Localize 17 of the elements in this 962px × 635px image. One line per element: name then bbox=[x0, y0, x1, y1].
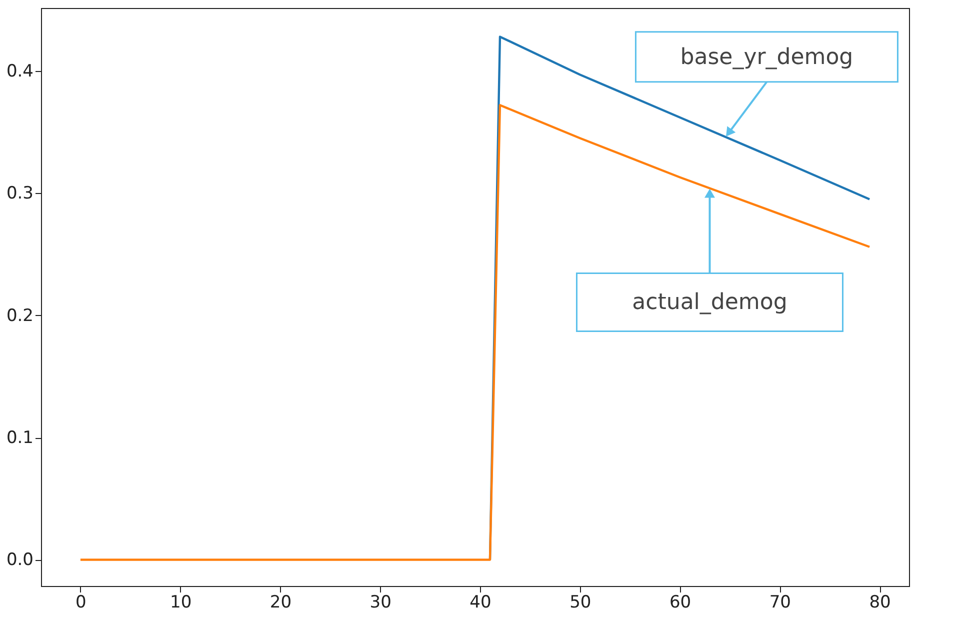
line-series bbox=[79, 104, 871, 561]
y-tick-label: 0.2 bbox=[6, 306, 34, 326]
x-tick-label: 30 bbox=[370, 592, 392, 612]
annotation: base_yr_demog bbox=[680, 44, 854, 70]
x-tick-label: 50 bbox=[570, 592, 592, 612]
x-tick-label: 80 bbox=[869, 592, 891, 612]
y-tick-label: 0.4 bbox=[6, 61, 34, 82]
x-tick-label: 40 bbox=[470, 592, 492, 612]
y-tick-label: 0.1 bbox=[6, 428, 34, 448]
x-tick-label: 10 bbox=[170, 592, 192, 612]
x-tick-label: 20 bbox=[270, 592, 292, 612]
y-tick-label: 0.0 bbox=[6, 550, 34, 570]
x-tick-label: 0 bbox=[76, 592, 86, 612]
y-tick-label: 0.3 bbox=[6, 184, 34, 204]
x-tick-label: 60 bbox=[669, 592, 692, 612]
annotation: actual_demog bbox=[632, 290, 788, 316]
x-tick-label: 70 bbox=[769, 592, 791, 612]
